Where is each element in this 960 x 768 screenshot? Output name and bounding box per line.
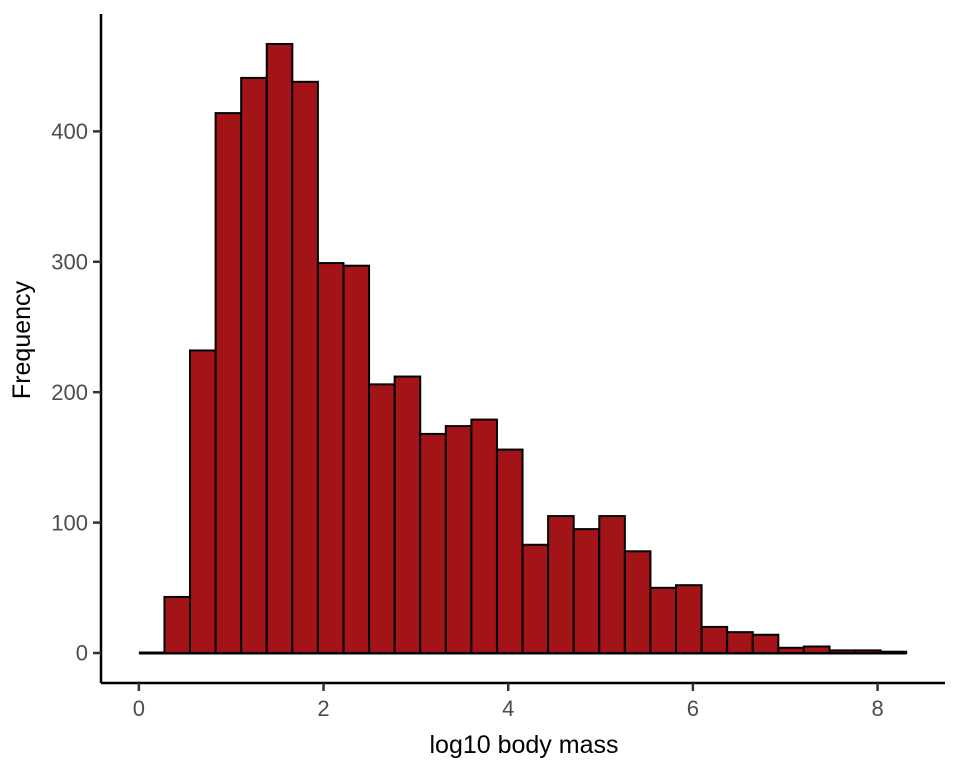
histogram-bar: [751, 633, 780, 655]
y-tick-label: 0: [76, 641, 88, 666]
y-tick-label: 400: [51, 119, 88, 144]
histogram-bar: [547, 515, 575, 655]
x-tick-label: 4: [502, 696, 514, 721]
histogram-bar: [495, 448, 524, 655]
histogram-bar: [521, 543, 550, 655]
histogram-bar: [419, 432, 447, 655]
x-axis-title: log10 body mass: [429, 731, 618, 759]
y-tick-label: 300: [51, 249, 88, 274]
histogram-bar: [291, 80, 319, 655]
histogram-bar: [368, 383, 396, 655]
histogram-bar: [163, 595, 192, 655]
y-tick-label: 100: [51, 510, 88, 535]
x-tick-label: 2: [317, 696, 329, 721]
histogram-bar: [777, 646, 805, 655]
histogram-bar: [393, 375, 422, 655]
tick-groups: 0 2 4 6 8 0 100 200 300 400: [51, 119, 883, 721]
histogram-bar: [240, 76, 268, 655]
histogram-bar: [189, 349, 217, 655]
histogram-bar: [854, 649, 882, 655]
histogram-bar: [572, 528, 601, 655]
histogram-bar: [470, 418, 498, 655]
histogram-bar: [802, 645, 831, 655]
histogram-bar: [623, 550, 652, 655]
y-tick-label: 200: [51, 380, 88, 405]
x-tick-label: 6: [687, 696, 699, 721]
histogram-bar: [675, 584, 703, 655]
histogram-bar: [342, 264, 371, 655]
histogram-bar: [649, 586, 678, 655]
histogram-bar: [700, 625, 729, 655]
bars-group: [163, 42, 908, 655]
histogram-bar: [828, 649, 857, 655]
histogram-bar: [726, 631, 754, 655]
histogram-bar: [214, 112, 243, 655]
axes-group: [99, 14, 945, 685]
x-tick-label: 8: [871, 696, 883, 721]
x-tick-label: 0: [133, 696, 145, 721]
histogram-bar: [879, 650, 908, 655]
histogram-bar: [444, 425, 473, 655]
histogram-bar: [598, 515, 626, 655]
histogram-bar: [265, 42, 294, 655]
histogram-bar: [316, 262, 345, 655]
y-axis-title: Frequency: [8, 280, 36, 399]
